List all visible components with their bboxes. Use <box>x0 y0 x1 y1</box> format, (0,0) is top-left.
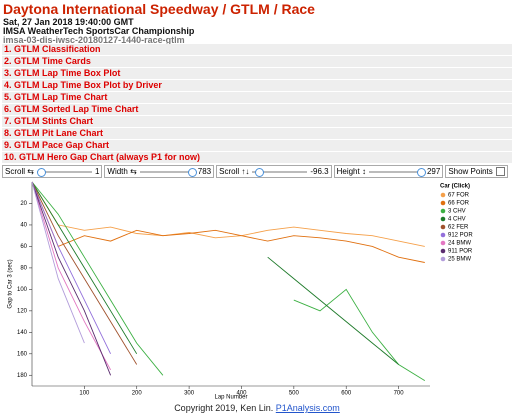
legend-label[interactable]: 66 FOR <box>448 201 470 207</box>
checkbox-label: Show Points <box>448 167 493 176</box>
series-line <box>31 181 111 371</box>
page-title: Daytona International Speedway / GTLM / … <box>3 1 315 17</box>
footer: Copyright 2019, Ken Lin. P1Analysis.com <box>0 403 514 413</box>
legend-title: Car (Click) <box>440 184 470 190</box>
series-line <box>31 181 399 365</box>
slider[interactable] <box>139 167 197 177</box>
slider-control: Height ↕ 297 <box>333 165 444 178</box>
slider-value: 297 <box>426 167 441 176</box>
series-line <box>31 181 138 365</box>
x-tick-label: 200 <box>132 391 143 397</box>
checkbox[interactable] <box>495 167 505 176</box>
y-tick-label: 40 <box>20 223 27 229</box>
x-tick-label: 700 <box>394 391 405 397</box>
slider[interactable] <box>36 167 92 177</box>
y-tick-label: 20 <box>20 201 27 207</box>
y-tick-label: 120 <box>17 308 28 314</box>
legend-label[interactable]: 24 BMW <box>448 241 471 247</box>
slider-control: Width ⇆ 783 <box>104 165 215 178</box>
link[interactable]: P1Analysis.com <box>275 403 340 413</box>
legend-swatch[interactable] <box>440 192 446 198</box>
x-axis-label: Lap Number <box>214 395 247 401</box>
session: imsa-03-dis-iwsc-20180127-1440-race-gtlm <box>3 35 185 45</box>
legend-swatch[interactable] <box>440 224 446 230</box>
date: Sat, 27 Jan 2018 19:40:00 GMT <box>3 17 134 27</box>
y-axis-label: Gap to Car 3 (sec) <box>8 259 14 308</box>
legend-swatch[interactable] <box>440 232 446 238</box>
menu-item[interactable]: 3. GTLM Lap Time Box Plot <box>2 68 512 79</box>
y-tick-label: 60 <box>20 244 27 250</box>
menu-item[interactable]: 7. GTLM Stints Chart <box>2 116 512 127</box>
menu: 1. GTLM Classification 2. GTLM Time Cards… <box>2 44 512 164</box>
slider-knob[interactable] <box>416 167 426 177</box>
y-tick-label: 180 <box>17 373 28 379</box>
legend-label[interactable]: 62 FER <box>448 225 469 231</box>
x-tick-label: 100 <box>79 391 90 397</box>
slider-knob[interactable] <box>36 167 46 177</box>
legend-swatch[interactable] <box>440 200 446 206</box>
series-line <box>31 181 426 381</box>
series-line <box>31 181 425 263</box>
slider[interactable] <box>252 167 308 177</box>
legend-label[interactable]: 912 POR <box>448 233 473 239</box>
slider-control: Scroll ↑↓ -96.3 <box>216 165 332 178</box>
legend-label[interactable]: 4 CHV <box>448 217 466 223</box>
slider-label: Scroll ⇆ <box>5 167 34 176</box>
slider-control: Scroll ⇆ 1 <box>2 165 103 178</box>
slider-value: 1 <box>94 167 100 176</box>
legend-swatch[interactable] <box>440 216 446 222</box>
slider-value: 783 <box>197 167 212 176</box>
x-tick-label: 600 <box>341 391 352 397</box>
y-tick-label: 160 <box>17 351 28 357</box>
series-line <box>31 181 112 354</box>
controls: Scroll ⇆ 1 Width ⇆ 783 Scroll ↑↓ -96.3 Height … <box>2 165 512 178</box>
y-tick-label: 140 <box>17 330 28 336</box>
legend-swatch[interactable] <box>440 248 446 254</box>
menu-item[interactable]: 6. GTLM Sorted Lap Time Chart <box>2 104 512 115</box>
slider-label: Scroll ↑↓ <box>219 167 250 176</box>
legend-swatch[interactable] <box>440 256 446 262</box>
menu-item[interactable]: 8. GTLM Pit Lane Chart <box>2 128 512 139</box>
menu-item[interactable]: 9. GTLM Pace Gap Chart <box>2 140 512 151</box>
x-tick-label: 300 <box>184 391 195 397</box>
legend-label[interactable]: 3 CHV <box>448 209 466 215</box>
menu-item[interactable]: 2. GTLM Time Cards <box>2 56 512 67</box>
slider-knob[interactable] <box>254 167 264 177</box>
x-tick-label: 500 <box>289 391 300 397</box>
slider-value: -96.3 <box>310 167 329 176</box>
legend-label[interactable]: 911 POR <box>448 249 473 255</box>
series-line <box>31 181 112 376</box>
show-points: Show Points <box>445 165 508 178</box>
slider[interactable] <box>368 167 426 177</box>
slider-label: Width ⇆ <box>107 167 137 176</box>
legend-label[interactable]: 25 BMW <box>448 257 471 263</box>
y-tick-label: 80 <box>20 265 27 271</box>
menu-item[interactable]: 4. GTLM Lap Time Box Plot by Driver <box>2 80 512 91</box>
legend-label[interactable]: 67 FOR <box>448 193 470 199</box>
series-line <box>31 181 425 247</box>
series-line <box>31 181 85 344</box>
copyright: Copyright 2019, Ken Lin. <box>174 403 274 413</box>
y-tick-label: 100 <box>17 287 28 293</box>
menu-item[interactable]: 5. GTLM Lap Time Chart <box>2 92 512 103</box>
menu-item[interactable]: 1. GTLM Classification <box>2 44 512 55</box>
slider-knob[interactable] <box>187 167 197 177</box>
slider-label: Height ↕ <box>336 167 366 176</box>
chart: Lap Number Gap to Car 3 (sec) Car (Click… <box>8 181 473 401</box>
menu-item[interactable]: 10. GTLM Hero Gap Chart (always P1 for n… <box>2 152 512 163</box>
legend-swatch[interactable] <box>440 240 446 246</box>
x-tick-label: 400 <box>236 391 247 397</box>
series: IMSA WeatherTech SportsCar Championship <box>3 26 195 36</box>
legend-swatch[interactable] <box>440 208 446 214</box>
